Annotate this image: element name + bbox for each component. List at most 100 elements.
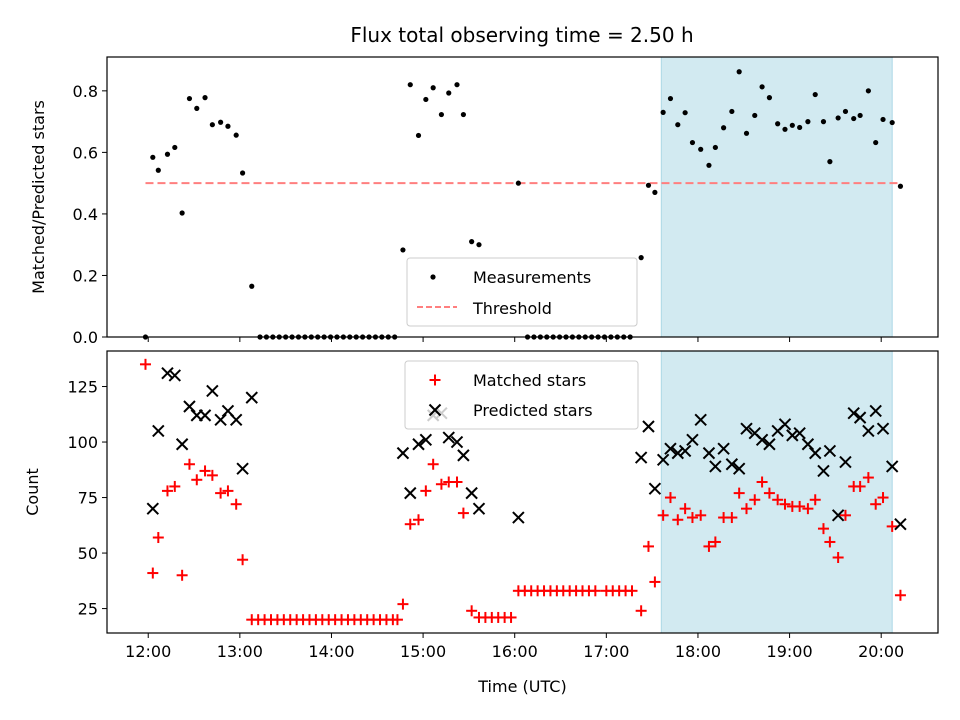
predicted-star-point xyxy=(702,446,716,460)
legend-x-b xyxy=(428,403,442,417)
y-tick-label: 25 xyxy=(78,600,98,619)
predicted-star-point-b xyxy=(694,413,707,427)
predicted-star-point xyxy=(809,446,822,460)
matched-star-point xyxy=(877,492,889,504)
predicted-star-point-b xyxy=(214,413,227,427)
top-legend-box xyxy=(406,257,638,327)
predicted-star-point xyxy=(152,424,165,438)
measurement-point xyxy=(660,109,666,115)
predicted-star-point xyxy=(457,449,470,462)
matched-star-point xyxy=(779,498,791,510)
measurement-point xyxy=(202,95,208,101)
bottom-y-axis-label: Count xyxy=(23,468,42,516)
measurement-point xyxy=(400,247,406,253)
legend-predicted-marker xyxy=(428,403,442,417)
predicted-star-point-b xyxy=(168,369,182,382)
bottom-x-ticks: 12:00 13:00 14:00 15:00 16:00 17:00 18:00 19:00… xyxy=(125,633,904,661)
predicted-star-point xyxy=(419,433,433,447)
measurement-point xyxy=(179,210,185,216)
predicted-star-point-b xyxy=(823,444,837,458)
matched-star-point xyxy=(809,494,821,506)
predicted-star-point-b xyxy=(748,426,761,440)
bottom-highlight-span xyxy=(660,350,893,634)
measurement-point xyxy=(827,159,833,165)
measurement-point xyxy=(209,122,215,128)
predicted-star-point xyxy=(183,400,196,413)
measurement-point xyxy=(652,189,658,195)
bottom-axes-frame xyxy=(106,350,939,634)
measurement-point xyxy=(712,144,718,151)
measurement-point xyxy=(675,122,681,128)
matched-star-point xyxy=(626,585,638,597)
measurement-point xyxy=(857,112,863,119)
predicted-star-point xyxy=(465,486,478,500)
predicted-star-point-b xyxy=(853,411,867,424)
y-tick-label: 0.0 xyxy=(73,328,98,347)
measurement-point xyxy=(865,88,871,94)
matched-star-point xyxy=(741,503,753,515)
matched-star-point xyxy=(176,569,188,581)
predicted-star-point-b xyxy=(885,460,899,473)
predicted-star-point xyxy=(168,369,182,382)
matched-star-point xyxy=(152,532,164,544)
predicted-star-point xyxy=(412,438,425,451)
measurement-point xyxy=(454,82,460,88)
matched-star-point xyxy=(839,509,851,521)
bottom-legend: Matched stars Predicted stars xyxy=(404,360,639,430)
measurement-point xyxy=(155,167,161,173)
measurement-point xyxy=(225,123,231,129)
matched-star-point xyxy=(854,480,866,492)
predicted-star-point-b xyxy=(152,424,165,438)
matched-star-point xyxy=(435,478,447,490)
predicted-star-point-b xyxy=(450,435,464,449)
matched-star-point xyxy=(695,509,707,521)
predicted-star-point-b xyxy=(648,482,662,495)
legend-matched-label: Matched stars xyxy=(473,371,586,390)
matched-star-point xyxy=(391,614,403,626)
predicted-star-point-b xyxy=(709,460,722,473)
measurement-point xyxy=(782,126,788,132)
predicted-star-point xyxy=(823,444,837,458)
top-highlight-span xyxy=(660,56,893,338)
measurement-point xyxy=(851,115,857,122)
predicted-star-point xyxy=(686,433,699,447)
predicted-star-point-b xyxy=(412,438,425,451)
measurement-point xyxy=(842,108,849,115)
predicted-star-point xyxy=(634,451,648,464)
predicted-star-point xyxy=(512,511,525,524)
legend-predicted-label: Predicted stars xyxy=(473,401,593,420)
matched-star-point xyxy=(672,514,684,526)
matched-star-point xyxy=(894,589,906,601)
x-tick-label: 13:00 xyxy=(217,642,263,661)
x-tick-label: 14:00 xyxy=(308,642,354,661)
measurement-point xyxy=(706,162,712,168)
measurement-point xyxy=(775,121,781,127)
predicted-star-point-b xyxy=(862,424,875,438)
bottom-legend-box xyxy=(404,360,639,430)
measurement-point xyxy=(194,105,200,111)
measurement-point xyxy=(430,85,436,91)
predicted-star-point xyxy=(656,453,670,467)
matched-star-point xyxy=(726,512,738,524)
measurement-point xyxy=(743,130,750,136)
matched-star-point xyxy=(870,498,882,510)
matched-star-point xyxy=(191,474,203,486)
matched-star-point xyxy=(427,458,439,470)
chart-title: Flux total observing time = 2.50 h xyxy=(350,23,693,47)
matched-star-point xyxy=(657,509,669,521)
legend-measurements-label: Measurements xyxy=(473,268,591,287)
measurement-point xyxy=(721,125,727,131)
predicted-star-point xyxy=(442,431,455,444)
matched-star-point xyxy=(772,494,784,506)
x-tick-label: 15:00 xyxy=(400,642,446,661)
matched-star-point xyxy=(824,536,836,548)
measurement-point xyxy=(897,183,904,189)
measurement-point xyxy=(797,124,803,131)
predicted-star-point-b xyxy=(457,449,470,462)
x-tick-label: 19:00 xyxy=(767,642,813,661)
predicted-star-point xyxy=(778,418,792,431)
measurement-point xyxy=(645,182,652,188)
matched-star-point xyxy=(230,498,242,510)
matched-star-point xyxy=(466,605,478,617)
